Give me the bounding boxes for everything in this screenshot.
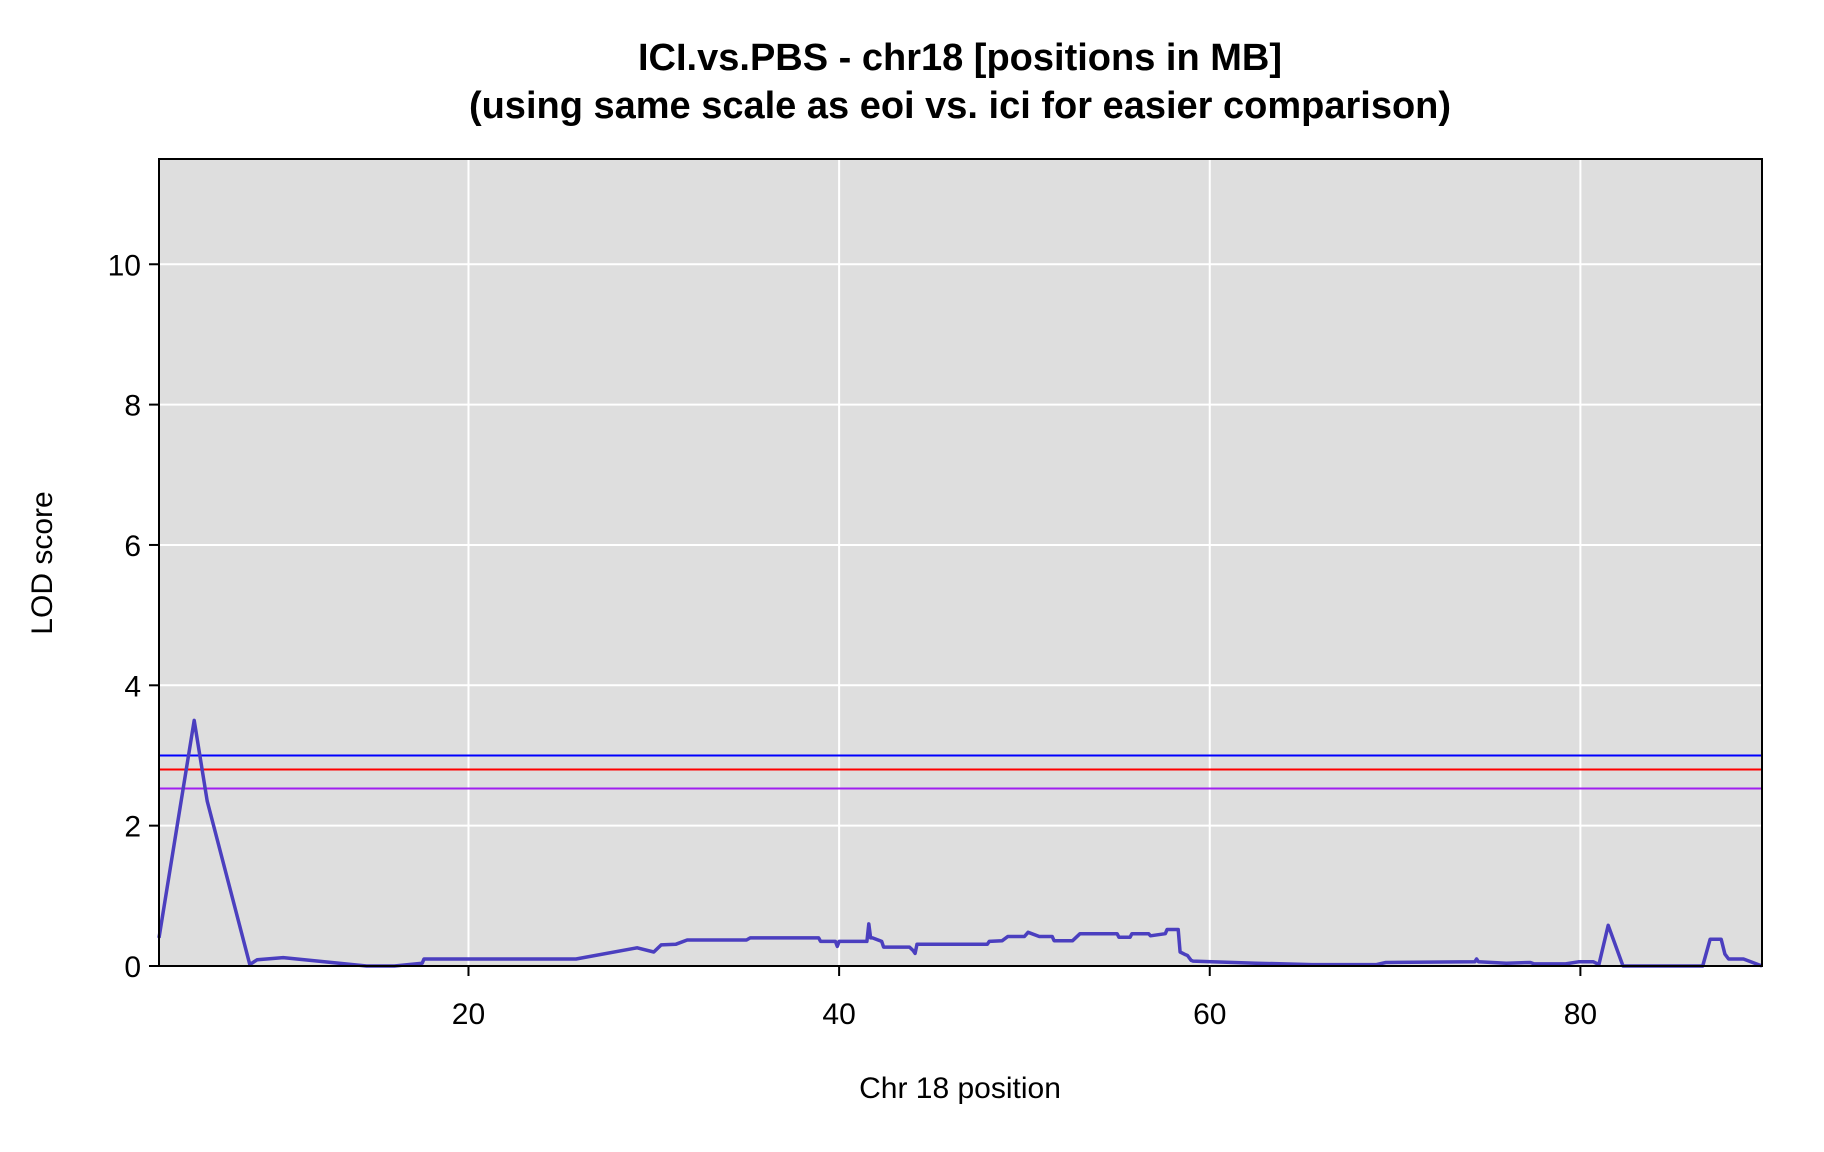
chart-subtitle: (using same scale as eoi vs. ici for eas…	[469, 85, 1451, 127]
x-axis-ticks: 20 40 60 80	[452, 966, 1597, 1031]
threshold-lines	[159, 754, 1762, 790]
y-tick-label: 0	[124, 951, 141, 984]
x-tick-label: 80	[1564, 998, 1597, 1031]
lod-curve	[157, 718, 1763, 968]
plot-background	[159, 159, 1762, 966]
y-tick-label: 8	[124, 390, 141, 423]
y-tick-label: 10	[108, 249, 141, 282]
y-tick-label: 2	[124, 811, 141, 844]
chart-title: ICI.vs.PBS - chr18 [positions in MB]	[638, 37, 1282, 79]
x-tick-label: 40	[822, 998, 855, 1031]
y-axis-ticks: 0 2 4 6 8 10	[108, 249, 159, 984]
plot-frame	[158, 158, 1763, 967]
x-axis-label: Chr 18 position	[859, 1072, 1061, 1105]
lod-series	[157, 718, 1763, 968]
y-tick-label: 4	[124, 670, 141, 703]
x-tick-label: 60	[1193, 998, 1226, 1031]
y-axis-label: LOD score	[26, 491, 59, 634]
y-tick-label: 6	[124, 530, 141, 563]
x-tick-label: 20	[452, 998, 485, 1031]
